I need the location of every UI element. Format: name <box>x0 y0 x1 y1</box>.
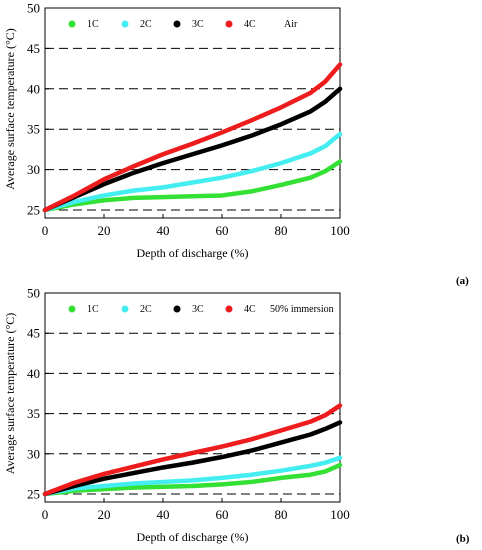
x-tick-label: 60 <box>216 223 229 238</box>
legend-marker-4C <box>225 20 233 28</box>
panel-label: (a) <box>456 275 469 287</box>
x-tick-label: 80 <box>275 507 288 522</box>
chart-panel-a: 25 30 35 40 45 50 0 20 40 60 80 100 Depth of dischar… <box>3 1 469 288</box>
legend-label-1C: 1C <box>87 304 99 315</box>
legend-label-3C: 3C <box>192 304 204 315</box>
legend-label-1C: 1C <box>87 19 99 30</box>
x-tick-label: 40 <box>157 223 170 238</box>
legend-label-2C: 2C <box>140 19 152 30</box>
y-axis-title: Average surface temperature (°C) <box>3 28 17 189</box>
x-tick-label: 100 <box>330 223 350 238</box>
series-line-1C <box>42 462 343 497</box>
panel-label: (b) <box>456 533 470 545</box>
series-line-4C <box>42 62 343 213</box>
y-tick-label: 25 <box>27 487 40 502</box>
series-line-2C <box>42 131 343 213</box>
legend-label-4C: 4C <box>244 19 256 30</box>
plot-frame <box>44 7 341 219</box>
y-tick-label: 30 <box>27 446 40 461</box>
y-tick-label: 35 <box>27 406 40 421</box>
x-tick-label: 80 <box>275 223 288 238</box>
x-axis-title: Depth of discharge (%) <box>136 246 248 260</box>
x-tick-label: 0 <box>42 507 49 522</box>
x-tick-label: 0 <box>42 223 49 238</box>
x-tick-label: 20 <box>98 223 111 238</box>
y-axis-title: Average surface temperature (°C) <box>3 313 17 474</box>
legend-marker-1C <box>68 305 76 313</box>
legend-marker-2C <box>121 305 129 313</box>
x-tick-label: 60 <box>216 507 229 522</box>
series-line-2C <box>42 455 343 497</box>
chart-panel-b: 25 30 35 40 45 50 0 20 40 60 80 100 Depth of dischar… <box>3 286 470 546</box>
y-tick-label: 50 <box>27 286 40 301</box>
x-tick-label: 100 <box>330 507 350 522</box>
y-tick-label: 40 <box>27 366 40 381</box>
y-tick-label: 30 <box>27 162 40 177</box>
x-axis-title: Depth of discharge (%) <box>136 530 248 544</box>
condition-annotation: 50% immersion <box>270 304 334 315</box>
y-tick-label: 35 <box>27 122 40 137</box>
legend-marker-3C <box>173 305 181 313</box>
series-line-3C <box>42 86 343 213</box>
plot-frame <box>44 292 341 503</box>
y-tick-label: 25 <box>27 203 40 218</box>
y-tick-label: 45 <box>27 326 40 341</box>
legend-marker-3C <box>173 20 181 28</box>
legend-marker-1C <box>68 20 76 28</box>
legend-marker-4C <box>225 305 233 313</box>
x-tick-label: 40 <box>157 507 170 522</box>
x-tick-label: 20 <box>98 507 111 522</box>
legend-label-4C: 4C <box>244 304 256 315</box>
legend-label-2C: 2C <box>140 304 152 315</box>
legend-marker-2C <box>121 20 129 28</box>
series-line-3C <box>42 420 343 497</box>
condition-annotation: Air <box>284 19 298 30</box>
series-line-4C <box>42 403 343 497</box>
y-tick-label: 50 <box>27 1 40 16</box>
series-line-1C <box>42 159 343 213</box>
legend-label-3C: 3C <box>192 19 204 30</box>
y-tick-label: 45 <box>27 41 40 56</box>
y-tick-label: 40 <box>27 81 40 96</box>
